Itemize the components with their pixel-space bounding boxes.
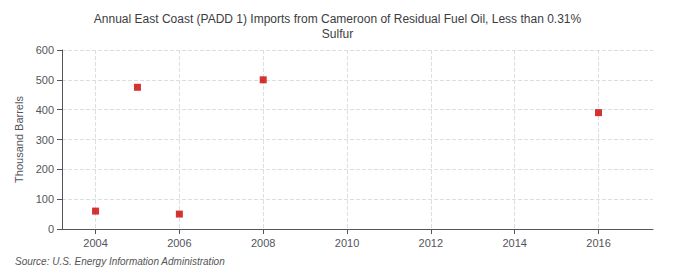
svg-text:Source: U.S. Energy Informatio: Source: U.S. Energy Information Administ…	[15, 256, 225, 267]
svg-text:2014: 2014	[502, 237, 526, 249]
svg-text:600: 600	[36, 44, 54, 56]
svg-text:Sulfur: Sulfur	[322, 27, 353, 41]
svg-text:100: 100	[36, 193, 54, 205]
svg-text:2004: 2004	[83, 237, 107, 249]
svg-text:300: 300	[36, 134, 54, 146]
svg-text:0: 0	[48, 223, 54, 235]
svg-text:2016: 2016	[586, 237, 610, 249]
svg-text:400: 400	[36, 104, 54, 116]
svg-text:2012: 2012	[419, 237, 443, 249]
svg-text:200: 200	[36, 163, 54, 175]
svg-text:2006: 2006	[167, 237, 191, 249]
svg-text:Thousand Barrels: Thousand Barrels	[13, 96, 25, 183]
svg-text:2010: 2010	[335, 237, 359, 249]
svg-text:2008: 2008	[251, 237, 275, 249]
svg-text:500: 500	[36, 74, 54, 86]
svg-text:Annual East Coast (PADD 1) Imp: Annual East Coast (PADD 1) Imports from …	[94, 12, 582, 26]
